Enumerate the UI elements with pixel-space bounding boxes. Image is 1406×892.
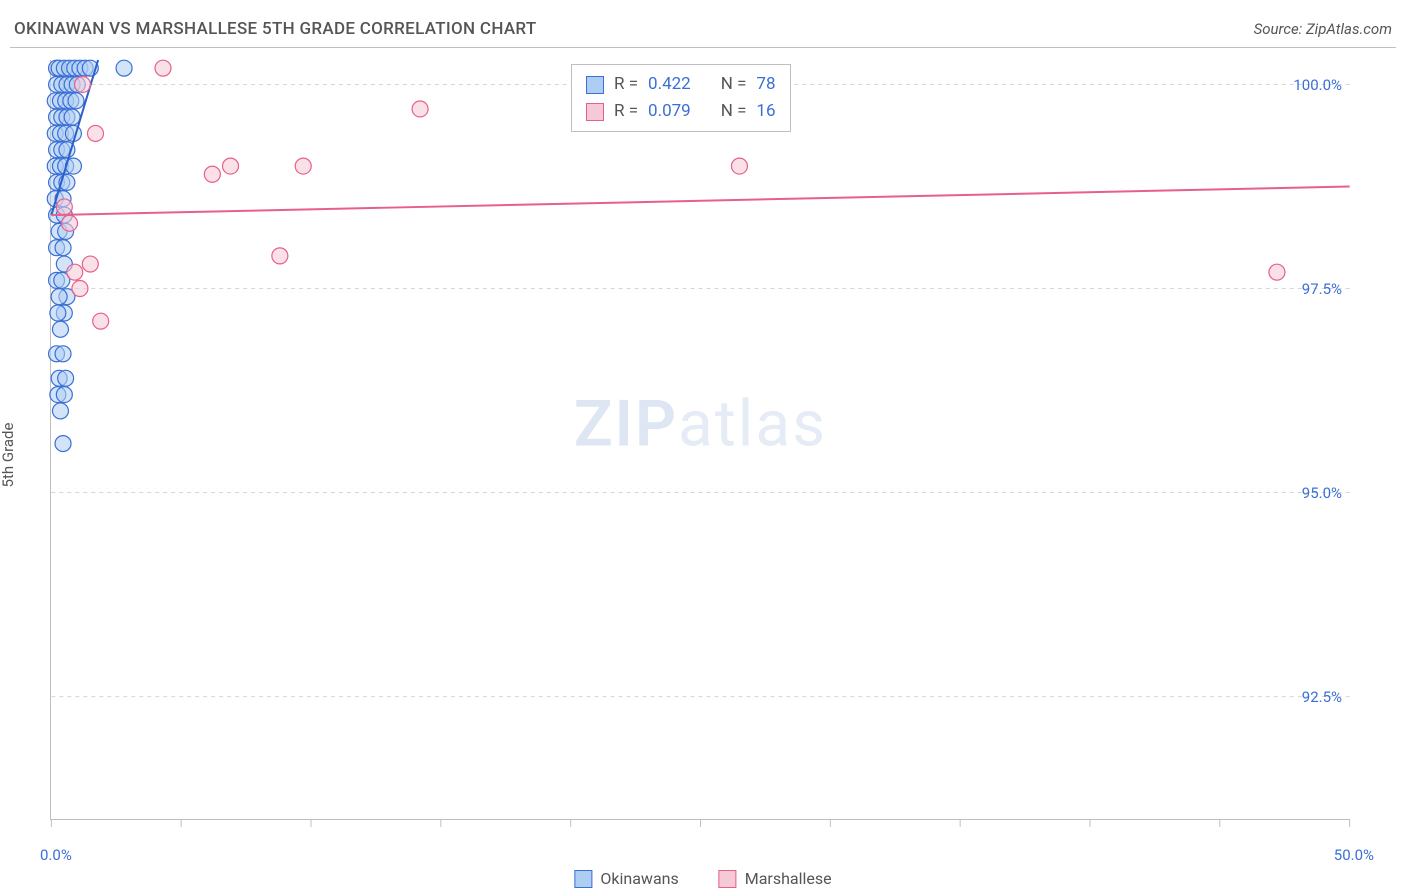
legend-item-marshallese: Marshallese xyxy=(719,869,832,888)
swatch-okinawans xyxy=(574,870,592,888)
stats-legend-box: R = 0.422 N = 78 R = 0.079 N = 16 xyxy=(571,64,791,132)
r-value: 0.422 xyxy=(648,71,691,98)
r-value: 0.079 xyxy=(648,98,691,125)
chart-title: OKINAWAN VS MARSHALLESE 5TH GRADE CORREL… xyxy=(14,19,537,39)
y-tick-label: 100.0% xyxy=(1293,76,1342,94)
plot-area: ZIPatlas R = 0.422 N = 78 R = 0.079 N = … xyxy=(50,60,1350,820)
legend-item-okinawans: Okinawans xyxy=(574,869,678,888)
swatch-marshallese xyxy=(586,103,604,121)
swatch-okinawans xyxy=(586,76,604,94)
n-value: 16 xyxy=(756,98,775,125)
x-axis-end-label: 50.0% xyxy=(1334,846,1374,864)
legend-label: Okinawans xyxy=(600,869,678,888)
stats-row-marshallese: R = 0.079 N = 16 xyxy=(586,98,776,125)
scatter-svg xyxy=(51,60,1350,819)
n-label: N = xyxy=(721,98,747,125)
n-value: 78 xyxy=(756,71,775,98)
y-tick-label: 92.5% xyxy=(1302,688,1342,706)
legend-bottom: Okinawans Marshallese xyxy=(574,869,831,888)
source-attribution: Source: ZipAtlas.com xyxy=(1254,20,1392,38)
n-label: N = xyxy=(721,71,747,98)
x-axis-start-label: 0.0% xyxy=(40,846,72,864)
header-bar: OKINAWAN VS MARSHALLESE 5TH GRADE CORREL… xyxy=(10,10,1396,48)
y-tick-label: 95.0% xyxy=(1302,484,1342,502)
r-label: R = xyxy=(614,98,638,125)
r-label: R = xyxy=(614,71,638,98)
swatch-marshallese xyxy=(719,870,737,888)
y-axis-label: 5th Grade xyxy=(0,423,17,488)
legend-label: Marshallese xyxy=(745,869,832,888)
stats-row-okinawans: R = 0.422 N = 78 xyxy=(586,71,776,98)
y-tick-label: 97.5% xyxy=(1302,280,1342,298)
